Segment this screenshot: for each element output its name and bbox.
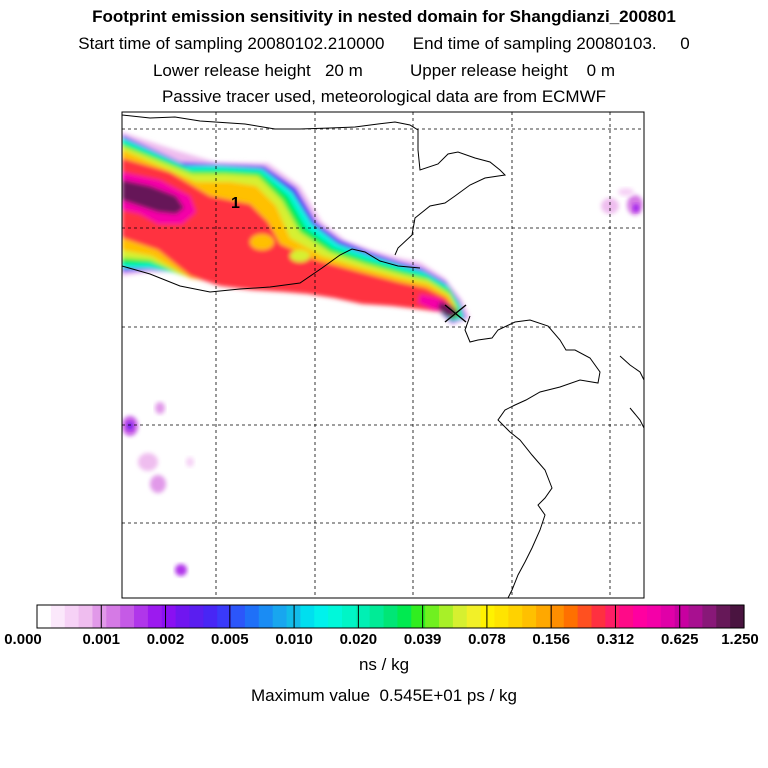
footprint-patch — [618, 188, 634, 196]
colorbar-swatch — [494, 605, 509, 628]
colorbar-swatch — [175, 605, 191, 628]
colorbar-swatch — [272, 605, 288, 628]
colorbar-tick-label: 0.000 — [4, 631, 42, 648]
colorbar-swatch — [563, 605, 579, 628]
colorbar-tick-label: 0.078 — [468, 631, 506, 648]
colorbar-swatch — [341, 605, 357, 628]
colorbar-tick-label: 0.156 — [532, 631, 570, 648]
colorbar-swatch — [189, 605, 204, 628]
colorbar-tick-label: 0.020 — [340, 631, 378, 648]
colorbar-swatch — [439, 605, 454, 628]
colorbar-tick-label: 0.039 — [404, 631, 442, 648]
colorbar-tick-labels: 0.000 0.001 0.002 0.005 0.010 0.020 0.039 0.078… — [4, 605, 759, 648]
colorbar-tick-label: 0.005 — [211, 631, 249, 648]
colorbar-tick-label: 0.625 — [661, 631, 699, 648]
footprint-patch — [150, 475, 166, 493]
colorbar-swatch — [161, 605, 177, 628]
map-area: 1 — [122, 112, 644, 598]
colorbar-swatch — [716, 605, 731, 628]
footprint-patch — [127, 422, 133, 430]
colorbar-swatch — [203, 605, 218, 628]
colorbar-swatch — [92, 605, 107, 628]
colorbar-swatch — [50, 605, 66, 628]
colorbar-swatch — [147, 605, 163, 628]
colorbar-swatch — [64, 605, 80, 628]
maximum-value-label: Maximum value 0.545E+01 ps / kg — [251, 686, 517, 705]
colorbar-swatch — [78, 605, 94, 628]
footprint-patch — [633, 204, 639, 212]
colorbar-swatch — [646, 605, 662, 628]
colorbar-swatch — [466, 605, 482, 628]
colorbar-swatch — [314, 605, 329, 628]
colorbar-tick-label: 0.001 — [82, 631, 120, 648]
colorbar-swatch — [120, 605, 135, 628]
receptor-marker — [444, 304, 467, 323]
footprint-patch — [186, 457, 194, 467]
max-location-annotation: 1 — [231, 195, 240, 212]
colorbar-swatch — [549, 605, 565, 628]
border-line — [122, 248, 421, 293]
footprint-patch — [138, 453, 158, 471]
plume-interior-accent — [290, 250, 310, 262]
colorbar-swatch — [730, 605, 745, 628]
colorbar-swatch — [674, 605, 690, 628]
colorbar-swatch — [577, 605, 593, 628]
plume-interior-accent — [194, 240, 218, 252]
release-height-line: Lower release height 20 m Upper release … — [152, 61, 616, 80]
plume-contour-1.250 — [438, 302, 458, 318]
footprint-patch — [155, 402, 165, 414]
colorbar-swatch — [591, 605, 606, 628]
colorbar-swatch — [355, 605, 371, 628]
colorbar-swatch — [411, 605, 426, 628]
plume-contour-1.250 — [122, 180, 184, 214]
footprint-patch — [175, 564, 187, 576]
footprint-patch — [601, 198, 619, 214]
map-frame — [121, 111, 645, 599]
colorbar-swatch — [328, 605, 343, 628]
plot-title: Footprint emission sensitivity in nested… — [92, 7, 676, 26]
colorbar-swatch — [244, 605, 260, 628]
colorbar-swatch — [369, 605, 385, 628]
colorbar-swatch — [231, 605, 246, 628]
footprint-isolated-patches — [122, 188, 643, 576]
colorbar-swatch — [425, 605, 440, 628]
colorbar-tick-label: 0.312 — [597, 631, 635, 648]
receptor-marker-stroke-2 — [444, 304, 467, 323]
sampling-time-line: Start time of sampling 20080102.210000 E… — [78, 34, 690, 53]
coastline-east-detail — [619, 355, 644, 381]
colorbar-tick-label: 1.250 — [721, 631, 759, 648]
colorbar-swatch — [660, 605, 676, 628]
colorbar-swatch — [688, 605, 704, 628]
colorbar-swatch — [134, 605, 149, 628]
plume-interior-accent — [250, 234, 274, 250]
colorbar-tick-label: 0.010 — [275, 631, 313, 648]
colorbar-swatch — [605, 605, 620, 628]
colorbar-swatch — [217, 605, 232, 628]
colorbar-swatch — [452, 605, 468, 628]
colorbar-swatch — [383, 605, 399, 628]
colorbar-tick-label: 0.002 — [147, 631, 185, 648]
colorbar-swatch — [397, 605, 412, 628]
coastline-east-islands — [629, 407, 644, 429]
colorbar-swatch — [480, 605, 496, 628]
colorbar — [37, 605, 745, 628]
colorbar-swatch — [702, 605, 717, 628]
map-gridlines — [122, 112, 644, 598]
colorbar-swatch — [508, 605, 523, 628]
colorbar-swatch — [536, 605, 551, 628]
colorbar-swatch — [619, 605, 634, 628]
colorbar-swatch — [37, 605, 52, 628]
plume-contour-0.312 — [122, 158, 454, 314]
footprint-plume — [122, 132, 470, 325]
colorbar-swatch — [522, 605, 537, 628]
colorbar-swatch — [258, 605, 274, 628]
colorbar-swatch — [106, 605, 121, 628]
colorbar-units: ns / kg — [358, 655, 410, 674]
tracer-info-line: Passive tracer used, meteorological data… — [161, 87, 607, 106]
colorbar-swatch — [633, 605, 648, 628]
colorbar-swatch — [300, 605, 315, 628]
